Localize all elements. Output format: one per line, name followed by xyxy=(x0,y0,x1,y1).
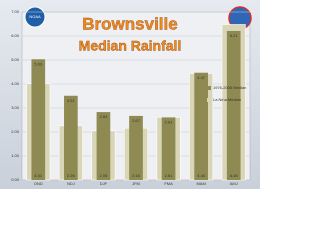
y-tick-label: 6.00 xyxy=(11,33,20,38)
bar xyxy=(64,95,78,180)
bar xyxy=(129,115,143,180)
data-label: 2.67 xyxy=(132,118,141,123)
data-label: 4.44 xyxy=(197,173,206,178)
data-label: 2.61 xyxy=(165,173,174,178)
data-label: 4.01 xyxy=(34,173,43,178)
x-tick-label: AMJ xyxy=(230,181,238,186)
chart: NOAA Brownsville Median Rainfall 0.00 1.0… xyxy=(0,0,260,189)
data-label: 3.51 xyxy=(67,98,76,103)
bar xyxy=(31,59,46,180)
logo-text: NOAA xyxy=(29,14,41,19)
y-tick-label: 2.00 xyxy=(11,129,20,134)
chart-subtitle: Median Rainfall xyxy=(79,38,182,54)
data-label: 5.03 xyxy=(34,61,43,66)
legend-label: La Nina Median xyxy=(213,97,241,102)
legend-swatch xyxy=(207,86,211,90)
x-tick-label: NDJ xyxy=(67,181,75,186)
chart-title: Brownsville xyxy=(82,14,177,33)
y-tick-label: 3.00 xyxy=(11,105,20,110)
y-tick-label: 5.00 xyxy=(11,57,20,62)
data-label: 2.61 xyxy=(165,119,174,124)
x-tick-label: DJF xyxy=(100,181,108,186)
bar xyxy=(194,72,208,180)
legend-swatch xyxy=(207,98,211,102)
x-tick-label: MAM xyxy=(196,181,205,186)
data-label: 2.16 xyxy=(132,173,141,178)
bar xyxy=(96,112,111,180)
data-label: 6.21 xyxy=(230,33,239,38)
bar xyxy=(161,117,176,180)
data-label: 2.26 xyxy=(67,173,76,178)
data-label: 2.83 xyxy=(100,114,109,119)
x-tick-label: OND xyxy=(34,181,43,186)
x-tick-label: JFM xyxy=(132,181,140,186)
data-label: 4.47 xyxy=(197,75,206,80)
legend-label: 1976-2006 Median xyxy=(213,85,246,90)
x-tick-label: FMA xyxy=(164,181,173,186)
y-tick-label: 4.00 xyxy=(11,81,20,86)
y-tick-label: 1.00 xyxy=(11,153,20,158)
data-label: 6.48 xyxy=(230,173,239,178)
y-tick-label: 7.00 xyxy=(11,9,20,14)
bar xyxy=(226,30,241,181)
data-label: 2.05 xyxy=(100,173,109,178)
y-tick-label: 0.00 xyxy=(11,177,20,182)
